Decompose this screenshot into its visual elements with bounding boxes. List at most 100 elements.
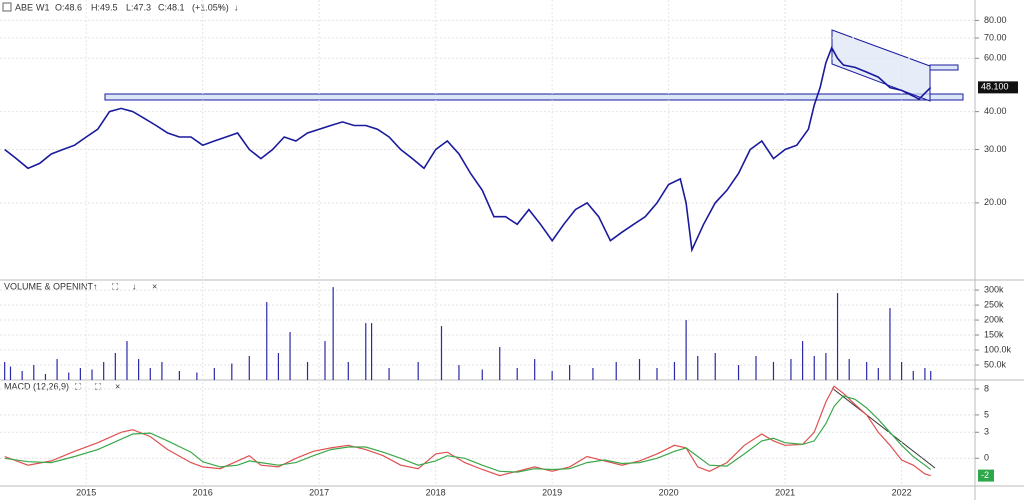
macd-header: MACD (12,26,9) ⛶ ⛶ × [4, 381, 120, 391]
drawings [104, 29, 964, 469]
series-line [4, 395, 932, 473]
down-button[interactable]: ↓ [132, 281, 137, 291]
volume-bar [138, 359, 140, 380]
volume-bar [848, 359, 850, 380]
y-tick-label: 250k [984, 299, 1004, 309]
price-channel[interactable] [831, 29, 931, 102]
volume-bar [289, 332, 291, 380]
volume-bar [178, 371, 180, 380]
down-button[interactable]: ↓ [234, 2, 239, 12]
collapse-button[interactable] [2, 2, 12, 12]
up-button[interactable]: ↑ [93, 281, 98, 291]
x-tick-label: 2021 [775, 487, 795, 497]
y-tick-label: 100.0k [984, 344, 1012, 354]
volume-bar [638, 359, 641, 380]
y-tick-label: 70.00 [984, 32, 1007, 42]
expand-button[interactable]: ⛶ [94, 381, 102, 391]
volume-bar [801, 341, 804, 380]
volume-bar [114, 353, 116, 380]
volume-bar [4, 362, 6, 380]
volume-bar [685, 320, 687, 380]
volume-bar [656, 368, 658, 380]
volume-bar [306, 362, 309, 380]
volume-bar [248, 356, 250, 380]
x-tick-label: 2017 [309, 487, 329, 497]
volume-bar [324, 341, 326, 380]
volume-bar [161, 362, 163, 380]
up-button[interactable]: ↑ [218, 2, 223, 12]
volume-bar [481, 369, 483, 380]
volume-bar [149, 368, 151, 380]
volume-bar [697, 356, 699, 380]
series-line [4, 385, 931, 477]
low: L:47.3 [126, 2, 151, 12]
y-tick-label: 40.00 [984, 106, 1007, 116]
macd-trendline[interactable] [831, 387, 936, 469]
y-tick-label: 30.00 [984, 144, 1007, 154]
volume-bar [825, 353, 827, 380]
volume-bar [569, 365, 571, 380]
volume-bar [347, 362, 349, 380]
x-tick-label: 2015 [76, 487, 96, 497]
volume-bar [33, 365, 35, 380]
resistance-zone[interactable] [929, 64, 959, 71]
volume-bar [534, 359, 536, 380]
volume-bar [877, 368, 879, 380]
close: C:48.1 [158, 2, 185, 12]
volume-bar [737, 365, 740, 380]
high: H:49.5 [91, 2, 118, 12]
open: O:48.6 [55, 2, 82, 12]
y-tick-label: 60.00 [984, 53, 1007, 63]
volume-bar [21, 371, 23, 380]
volume-bar [44, 374, 47, 380]
volume-bar [772, 362, 775, 380]
y-tick-label: 80.00 [984, 15, 1007, 25]
volume-bar [213, 368, 215, 380]
volume-bar [714, 353, 716, 380]
volume-header: VOLUME & OPENINT ↑ ⛶ ↓ × [4, 281, 157, 291]
volume-bar [673, 362, 676, 380]
expand-button[interactable]: ⛶ [74, 381, 82, 391]
volume-bar [889, 308, 891, 380]
panel-title: MACD (12,26,9) [4, 381, 69, 391]
close-button[interactable]: × [152, 281, 157, 291]
volume-bar [56, 359, 58, 380]
timeframe: W1 [36, 2, 50, 12]
volume-bar [68, 372, 70, 380]
volume-bar [499, 347, 501, 380]
volume-bar [91, 369, 93, 380]
close-button[interactable]: × [115, 381, 120, 391]
volume-bar [126, 341, 128, 380]
x-tick-label: 2016 [193, 487, 213, 497]
volume-bar [79, 368, 81, 380]
volume-bar [266, 302, 268, 380]
volume-bar [277, 353, 280, 380]
support-zone[interactable] [104, 93, 964, 101]
volume-bar [755, 356, 757, 380]
volume-bar [615, 362, 617, 380]
volume-bar [365, 323, 367, 380]
volume-bar [813, 356, 815, 380]
volume-bar [516, 368, 518, 380]
volume-bar [866, 362, 868, 380]
series-line [4, 45, 932, 253]
expand-button[interactable]: ⛶ [111, 281, 119, 291]
volume-bar [790, 359, 792, 380]
x-tick-label: 2018 [426, 487, 446, 497]
volume-bar [901, 362, 903, 380]
volume-bar [592, 368, 594, 380]
volume-bar [912, 371, 914, 380]
panel-title: VOLUME & OPENINT [4, 281, 94, 291]
x-tick-label: 2019 [542, 487, 562, 497]
volume-bar [388, 368, 390, 380]
symbol: ABE [15, 2, 33, 12]
volume-bar [370, 323, 373, 380]
x-tick-label: 2020 [659, 487, 679, 497]
volume-bar [440, 326, 443, 380]
y-tick-label: 8 [984, 383, 989, 393]
y-tick-label: 200k [984, 314, 1004, 324]
volume-bar [332, 287, 334, 380]
y-tick-label: 150k [984, 329, 1004, 339]
y-tick-label: 3 [984, 427, 989, 437]
